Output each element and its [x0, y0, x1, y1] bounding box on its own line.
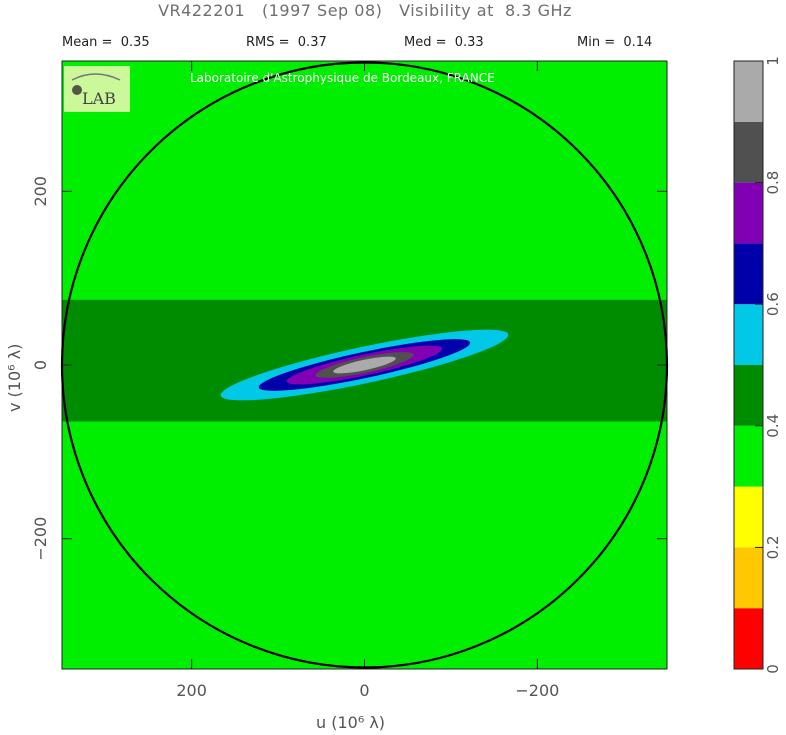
uv-coverage-circle: [60, 61, 669, 669]
colorbar-tick-label: 0: [764, 664, 782, 674]
x-tick-label: 0: [359, 681, 369, 700]
stat-mean: Mean = 0.35: [62, 35, 150, 50]
colorbar: [733, 60, 764, 670]
chart-title: VR422201 (1997 Sep 08) Visibility at 8.3…: [158, 1, 572, 20]
colorbar-band-4: [734, 365, 763, 426]
colorbar-tick-label: 0.6: [764, 292, 782, 316]
colorbar-band-3: [734, 425, 763, 487]
lab-logo: LAB: [64, 66, 130, 112]
x-ticks: 200 0 −200: [176, 61, 559, 700]
stat-rms: RMS = 0.37: [246, 35, 327, 50]
x-axis-label: u (10⁶ λ): [316, 713, 385, 732]
colorbar-band-7: [734, 182, 763, 244]
credit-text: Laboratoire d'Astrophysique de Bordeaux,…: [190, 71, 495, 85]
core-contours: [220, 329, 509, 401]
y-tick-label: 0: [31, 360, 50, 370]
colorbar-tick-label: 0.8: [764, 171, 782, 195]
y-axis-label: v (10⁶ λ): [5, 344, 24, 412]
colorbar-tick-label: 0.2: [764, 535, 782, 559]
x-tick-label: 200: [176, 681, 207, 700]
colorbar-frame: [733, 60, 764, 670]
y-ticks: 200 0 −200: [31, 176, 667, 561]
colorbar-tick-label: 0.4: [764, 414, 782, 438]
core-contour-4: [333, 356, 396, 374]
stat-med: Med = 0.33: [404, 35, 484, 50]
colorbar-band-2: [734, 486, 763, 548]
y-tick-label: −200: [31, 517, 50, 561]
y-tick-label: 200: [31, 176, 50, 207]
logo-text: LAB: [82, 89, 116, 108]
plot-area: [62, 61, 667, 669]
colorbar-band-5: [734, 304, 763, 365]
x-tick-label: −200: [515, 681, 559, 700]
stat-min: Min = 0.14: [577, 35, 653, 50]
colorbar-band-6: [734, 243, 763, 305]
colorbar-band-9: [734, 61, 763, 122]
colorbar-tick-label: 1: [764, 56, 782, 66]
colorbar-band-8: [734, 121, 763, 183]
colorbar-band-1: [734, 547, 763, 609]
colorbar-ticks: 0 0.2 0.4 0.6 0.8 1: [755, 56, 782, 674]
colorbar-band-0: [734, 608, 763, 669]
